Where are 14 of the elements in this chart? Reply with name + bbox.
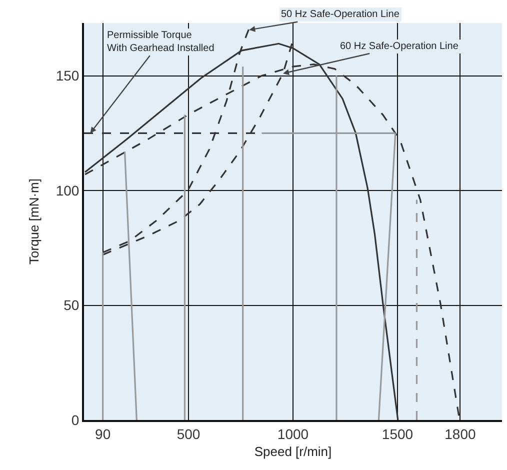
x-axis-title: Speed [r/min]	[254, 444, 332, 459]
y-tick-label: 150	[56, 68, 80, 84]
x-tick-label: 500	[176, 426, 200, 442]
y-tick-label: 50	[64, 297, 80, 314]
annotation: Permissible Torque With Gearhead Installed	[107, 30, 214, 54]
y-tick-label: 100	[56, 182, 80, 198]
x-tick-label: 1500	[382, 426, 414, 442]
x-tick-label: 1000	[277, 426, 309, 442]
x-tick-label: 90	[95, 426, 111, 442]
y-tick-label: 0	[71, 412, 80, 428]
annotation: 60 Hz Safe-Operation Line	[340, 41, 459, 52]
y-axis-title: Torque [mN·m]	[26, 178, 42, 264]
annotation: 50 Hz Safe-Operation Line	[281, 9, 400, 20]
x-tick-label: 1800	[444, 426, 476, 442]
